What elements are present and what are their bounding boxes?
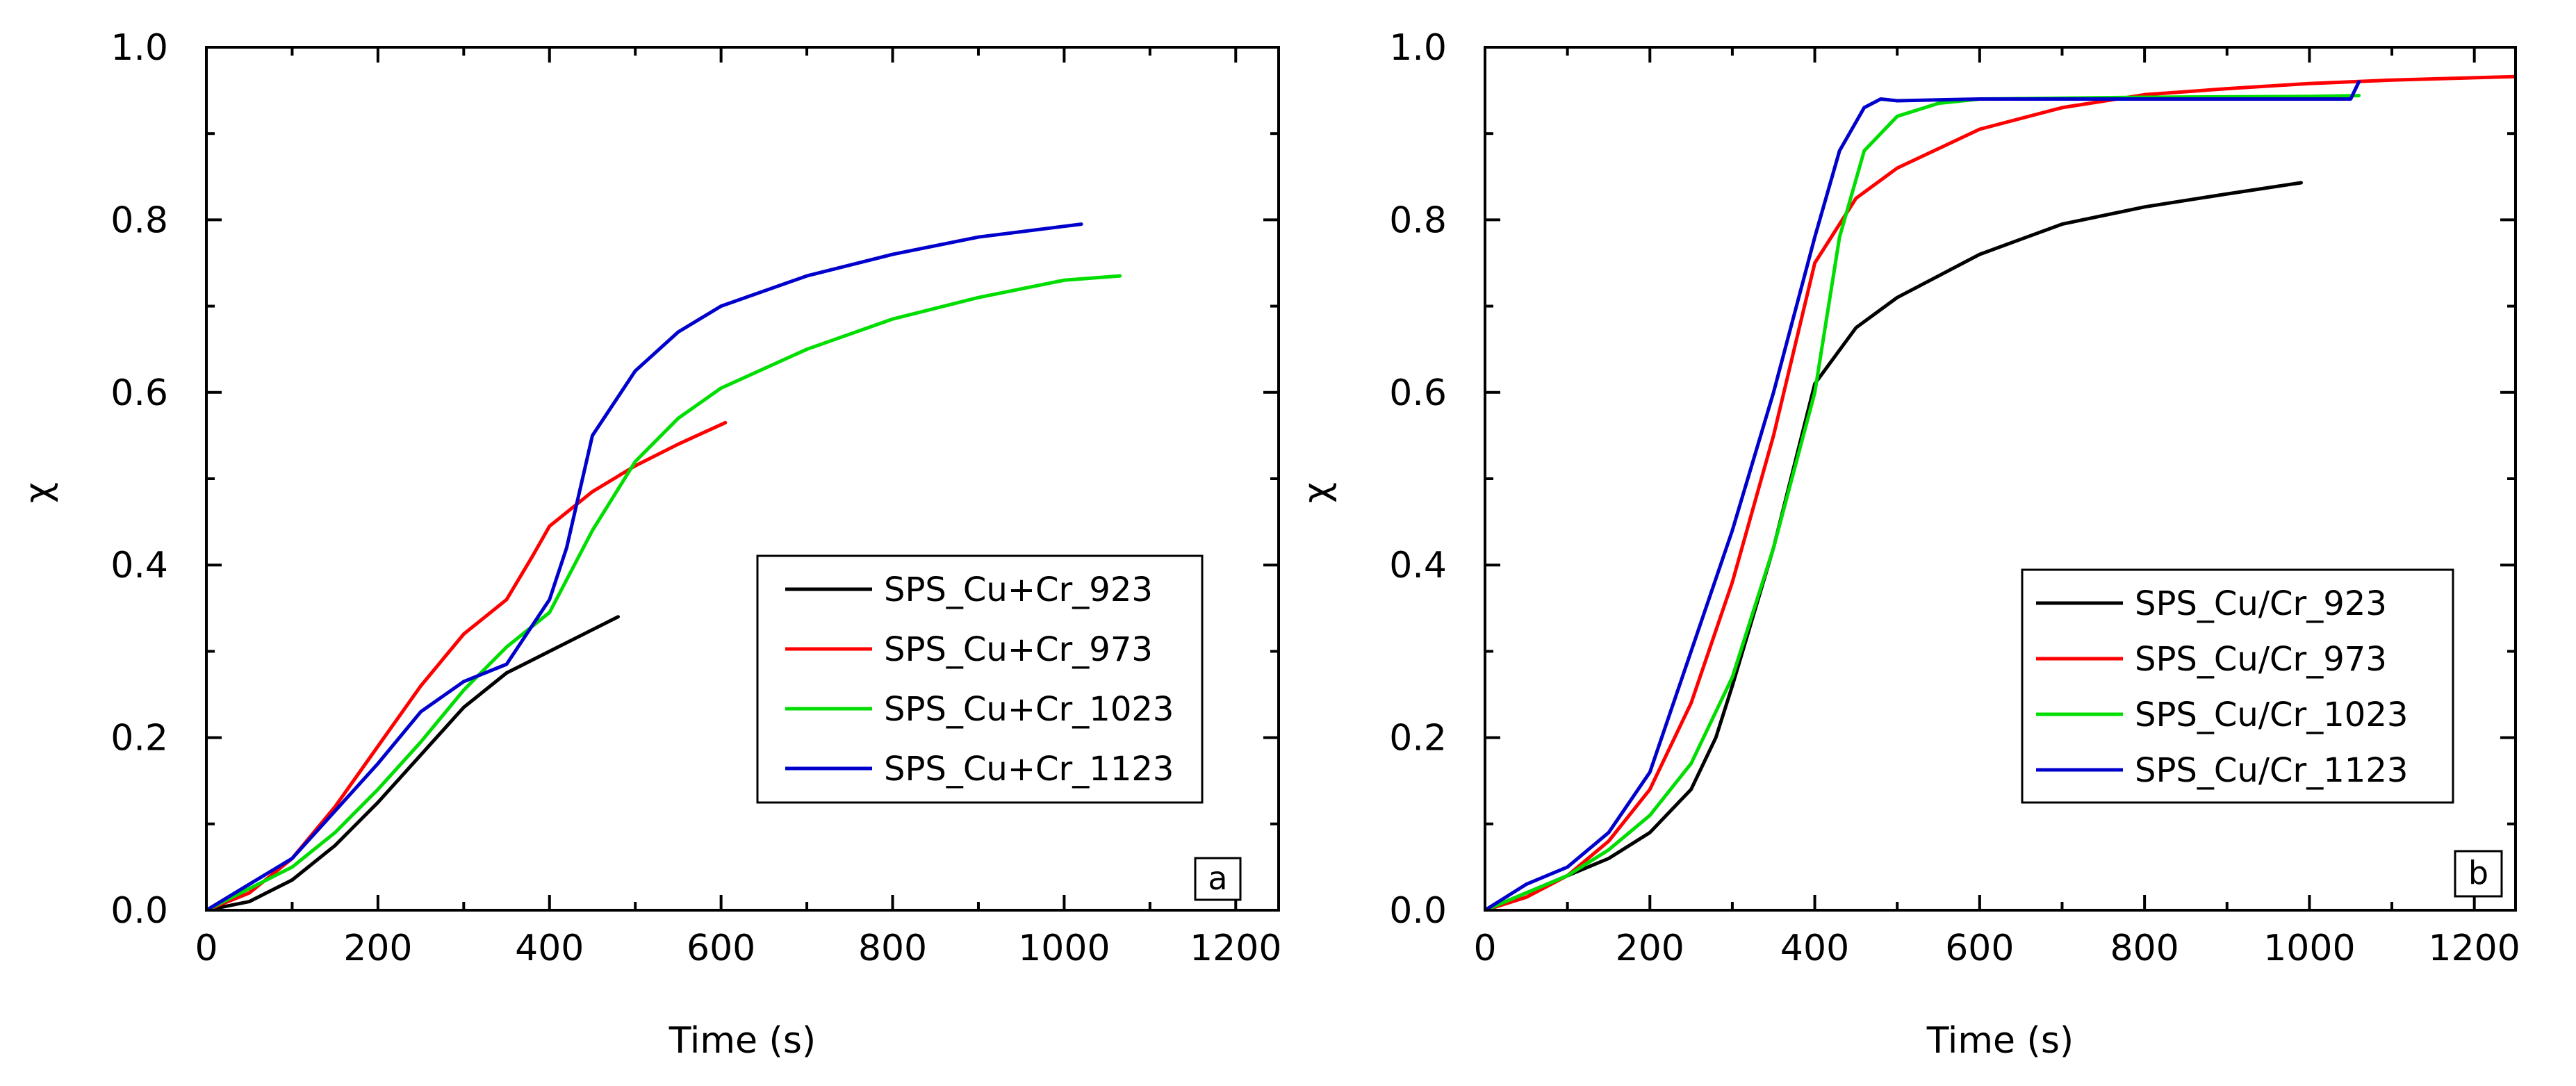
y-tick-label: 0.8 <box>1389 199 1447 241</box>
legend-label: SPS_Cu/Cr_973 <box>2135 640 2387 679</box>
legend-entry: SPS_Cu/Cr_923 <box>2036 584 2387 623</box>
x-tick-label: 600 <box>1945 928 2014 969</box>
legend: SPS_Cu+Cr_923 SPS_Cu+Cr_973 SPS_Cu+Cr_1023… <box>756 554 1204 804</box>
legend-label: SPS_Cu+Cr_1023 <box>884 690 1174 729</box>
chart-panel-a: 0 200 400 600 800 1000 1200 0.0 0.2 0.4 0.6 0.8 1.0 T… <box>17 27 1281 1062</box>
series-group <box>206 222 1122 910</box>
x-tick-label: 0 <box>1473 928 1496 969</box>
legend-entry: SPS_Cu/Cr_1023 <box>2036 696 2408 734</box>
legend-label: SPS_Cu+Cr_973 <box>884 630 1153 669</box>
x-tick-label: 400 <box>1780 928 1849 969</box>
y-tick-label: 1.0 <box>110 27 168 69</box>
x-axis-title: Time (s) <box>668 1020 816 1062</box>
series-line-SPS_Cu+Cr_1023 <box>206 274 1122 910</box>
panel-label: b <box>2454 850 2503 898</box>
x-tick-label: 800 <box>2110 928 2179 969</box>
panel-label: a <box>1194 857 1242 901</box>
y-tick-label: 0.4 <box>1389 545 1447 586</box>
x-tick-label: 0 <box>195 928 218 969</box>
x-tick-label: 200 <box>343 928 412 969</box>
chart-panel-b: 0 200 400 600 800 1000 1200 0.0 0.2 0.4 0.6 0.8 1.0 T… <box>1296 27 2520 1062</box>
legend-label: SPS_Cu+Cr_923 <box>884 570 1153 609</box>
legend-label: SPS_Cu/Cr_1123 <box>2135 751 2408 790</box>
y-tick-label: 0.6 <box>1389 372 1447 414</box>
y-tick-label: 1.0 <box>1389 27 1447 69</box>
series-line-SPS_Cu/Cr_1123 <box>1485 80 2361 910</box>
panel-label-text: b <box>2468 855 2488 892</box>
y-tick-label: 0.0 <box>1389 890 1447 932</box>
x-tick-label: 800 <box>858 928 927 969</box>
y-axis-title: χ <box>1296 482 1338 503</box>
legend-entry: SPS_Cu/Cr_973 <box>2036 640 2387 679</box>
legend-box <box>756 554 1204 804</box>
y-tick-label: 0.0 <box>110 890 168 932</box>
y-tick-label: 0.2 <box>110 718 168 759</box>
legend-entry: SPS_Cu+Cr_923 <box>785 570 1153 609</box>
legend-label: SPS_Cu/Cr_923 <box>2135 584 2387 623</box>
series-group <box>1485 74 2516 910</box>
x-tick-label: 200 <box>1616 928 1684 969</box>
legend-label: SPS_Cu+Cr_1123 <box>884 750 1174 789</box>
y-tick-label: 0.2 <box>1389 718 1447 759</box>
x-tick-label: 1200 <box>1190 928 1281 969</box>
legend: SPS_Cu/Cr_923 SPS_Cu/Cr_973 SPS_Cu/Cr_1023… <box>2021 568 2454 804</box>
legend-box <box>2021 568 2454 804</box>
y-axis-title: χ <box>17 482 59 503</box>
y-tick-label: 0.6 <box>110 372 168 414</box>
panel-label-box <box>2454 850 2503 898</box>
y-tick-label: 0.8 <box>110 199 168 241</box>
legend-label: SPS_Cu/Cr_1023 <box>2135 696 2408 734</box>
panel-label-box <box>1194 857 1242 901</box>
series-line-SPS_Cu+Cr_1123 <box>206 222 1083 910</box>
legend-entry: SPS_Cu+Cr_1123 <box>785 750 1174 789</box>
series-line-SPS_Cu+Cr_923 <box>206 615 620 910</box>
series-line-SPS_Cu/Cr_973 <box>1485 74 2516 910</box>
y-tick-label: 0.4 <box>110 545 168 586</box>
legend-entry: SPS_Cu+Cr_1023 <box>785 690 1174 729</box>
x-tick-label: 1000 <box>1018 928 1110 969</box>
panel-label-text: a <box>1208 859 1227 897</box>
x-axis-title: Time (s) <box>1926 1020 2074 1062</box>
legend-entry: SPS_Cu+Cr_973 <box>785 630 1153 669</box>
x-tick-label: 1000 <box>2263 928 2355 969</box>
x-tick-label: 400 <box>515 928 584 969</box>
x-tick-label: 600 <box>687 928 755 969</box>
legend-entry: SPS_Cu/Cr_1123 <box>2036 751 2408 790</box>
series-line-SPS_Cu+Cr_973 <box>206 420 728 910</box>
x-tick-label: 1200 <box>2429 928 2520 969</box>
